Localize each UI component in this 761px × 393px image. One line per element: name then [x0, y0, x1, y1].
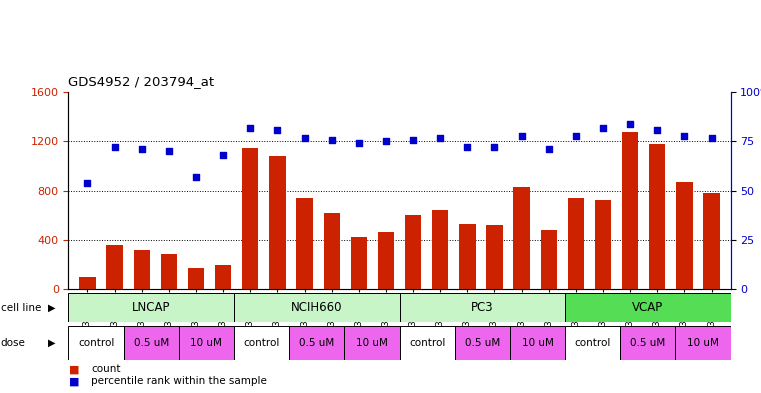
Bar — [134, 250, 150, 289]
Bar — [486, 225, 502, 289]
Point — [109, 144, 121, 151]
Bar — [703, 193, 720, 289]
Point — [570, 132, 582, 139]
Text: control: control — [244, 338, 280, 348]
Bar — [510, 326, 565, 360]
Text: NCIH660: NCIH660 — [291, 301, 342, 314]
Text: GDS4952 / 203794_at: GDS4952 / 203794_at — [68, 75, 215, 88]
Bar — [565, 326, 620, 360]
Point — [489, 144, 501, 151]
Point — [135, 146, 148, 152]
Text: VCAP: VCAP — [632, 301, 664, 314]
Bar — [242, 148, 259, 289]
Bar — [79, 277, 96, 289]
Text: 10 uM: 10 uM — [687, 338, 719, 348]
Bar — [454, 326, 510, 360]
Bar — [289, 326, 344, 360]
Bar — [565, 293, 731, 322]
Point — [434, 134, 446, 141]
Point — [353, 140, 365, 147]
Point — [272, 127, 284, 133]
Point — [163, 148, 175, 154]
Bar — [676, 326, 731, 360]
Point — [651, 127, 664, 133]
Text: 0.5 uM: 0.5 uM — [134, 338, 169, 348]
Bar — [514, 187, 530, 289]
Point — [244, 125, 256, 131]
Bar — [622, 132, 638, 289]
Text: 0.5 uM: 0.5 uM — [465, 338, 500, 348]
Bar — [234, 326, 289, 360]
Bar — [269, 156, 285, 289]
Bar — [432, 210, 448, 289]
Point — [543, 146, 555, 152]
Text: 0.5 uM: 0.5 uM — [299, 338, 334, 348]
Bar — [323, 213, 340, 289]
Bar — [400, 293, 565, 322]
Text: percentile rank within the sample: percentile rank within the sample — [91, 376, 267, 386]
Text: ■: ■ — [68, 364, 79, 375]
Bar — [377, 232, 394, 289]
Point — [81, 180, 94, 186]
Bar — [234, 293, 400, 322]
Bar — [344, 326, 400, 360]
Point — [678, 132, 690, 139]
Point — [407, 136, 419, 143]
Point — [705, 134, 718, 141]
Bar — [215, 265, 231, 289]
Bar — [649, 144, 665, 289]
Bar — [351, 237, 367, 289]
Point — [380, 138, 392, 145]
Bar — [179, 326, 234, 360]
Point — [597, 125, 609, 131]
Point — [190, 174, 202, 180]
Point — [461, 144, 473, 151]
Text: 0.5 uM: 0.5 uM — [630, 338, 665, 348]
Bar — [68, 293, 234, 322]
Bar — [68, 326, 123, 360]
Text: control: control — [575, 338, 611, 348]
Bar — [568, 198, 584, 289]
Point — [515, 132, 527, 139]
Bar — [123, 326, 179, 360]
Text: 10 uM: 10 uM — [190, 338, 222, 348]
Text: ■: ■ — [68, 376, 79, 386]
Point — [298, 134, 310, 141]
Text: dose: dose — [1, 338, 26, 348]
Bar — [540, 230, 557, 289]
Bar — [107, 244, 123, 289]
Bar — [677, 182, 693, 289]
Text: control: control — [409, 338, 445, 348]
Bar — [400, 326, 455, 360]
Text: LNCAP: LNCAP — [132, 301, 170, 314]
Bar — [595, 200, 611, 289]
Point — [217, 152, 229, 158]
Text: count: count — [91, 364, 121, 375]
Text: 10 uM: 10 uM — [521, 338, 553, 348]
Bar — [620, 326, 676, 360]
Text: PC3: PC3 — [471, 301, 494, 314]
Bar — [405, 215, 422, 289]
Bar — [459, 224, 476, 289]
Text: 10 uM: 10 uM — [356, 338, 388, 348]
Bar — [161, 255, 177, 289]
Bar — [297, 198, 313, 289]
Point — [326, 136, 338, 143]
Text: ▶: ▶ — [48, 338, 56, 348]
Text: control: control — [78, 338, 114, 348]
Text: ▶: ▶ — [48, 303, 56, 312]
Bar — [188, 268, 204, 289]
Point — [624, 121, 636, 127]
Text: cell line: cell line — [1, 303, 41, 312]
